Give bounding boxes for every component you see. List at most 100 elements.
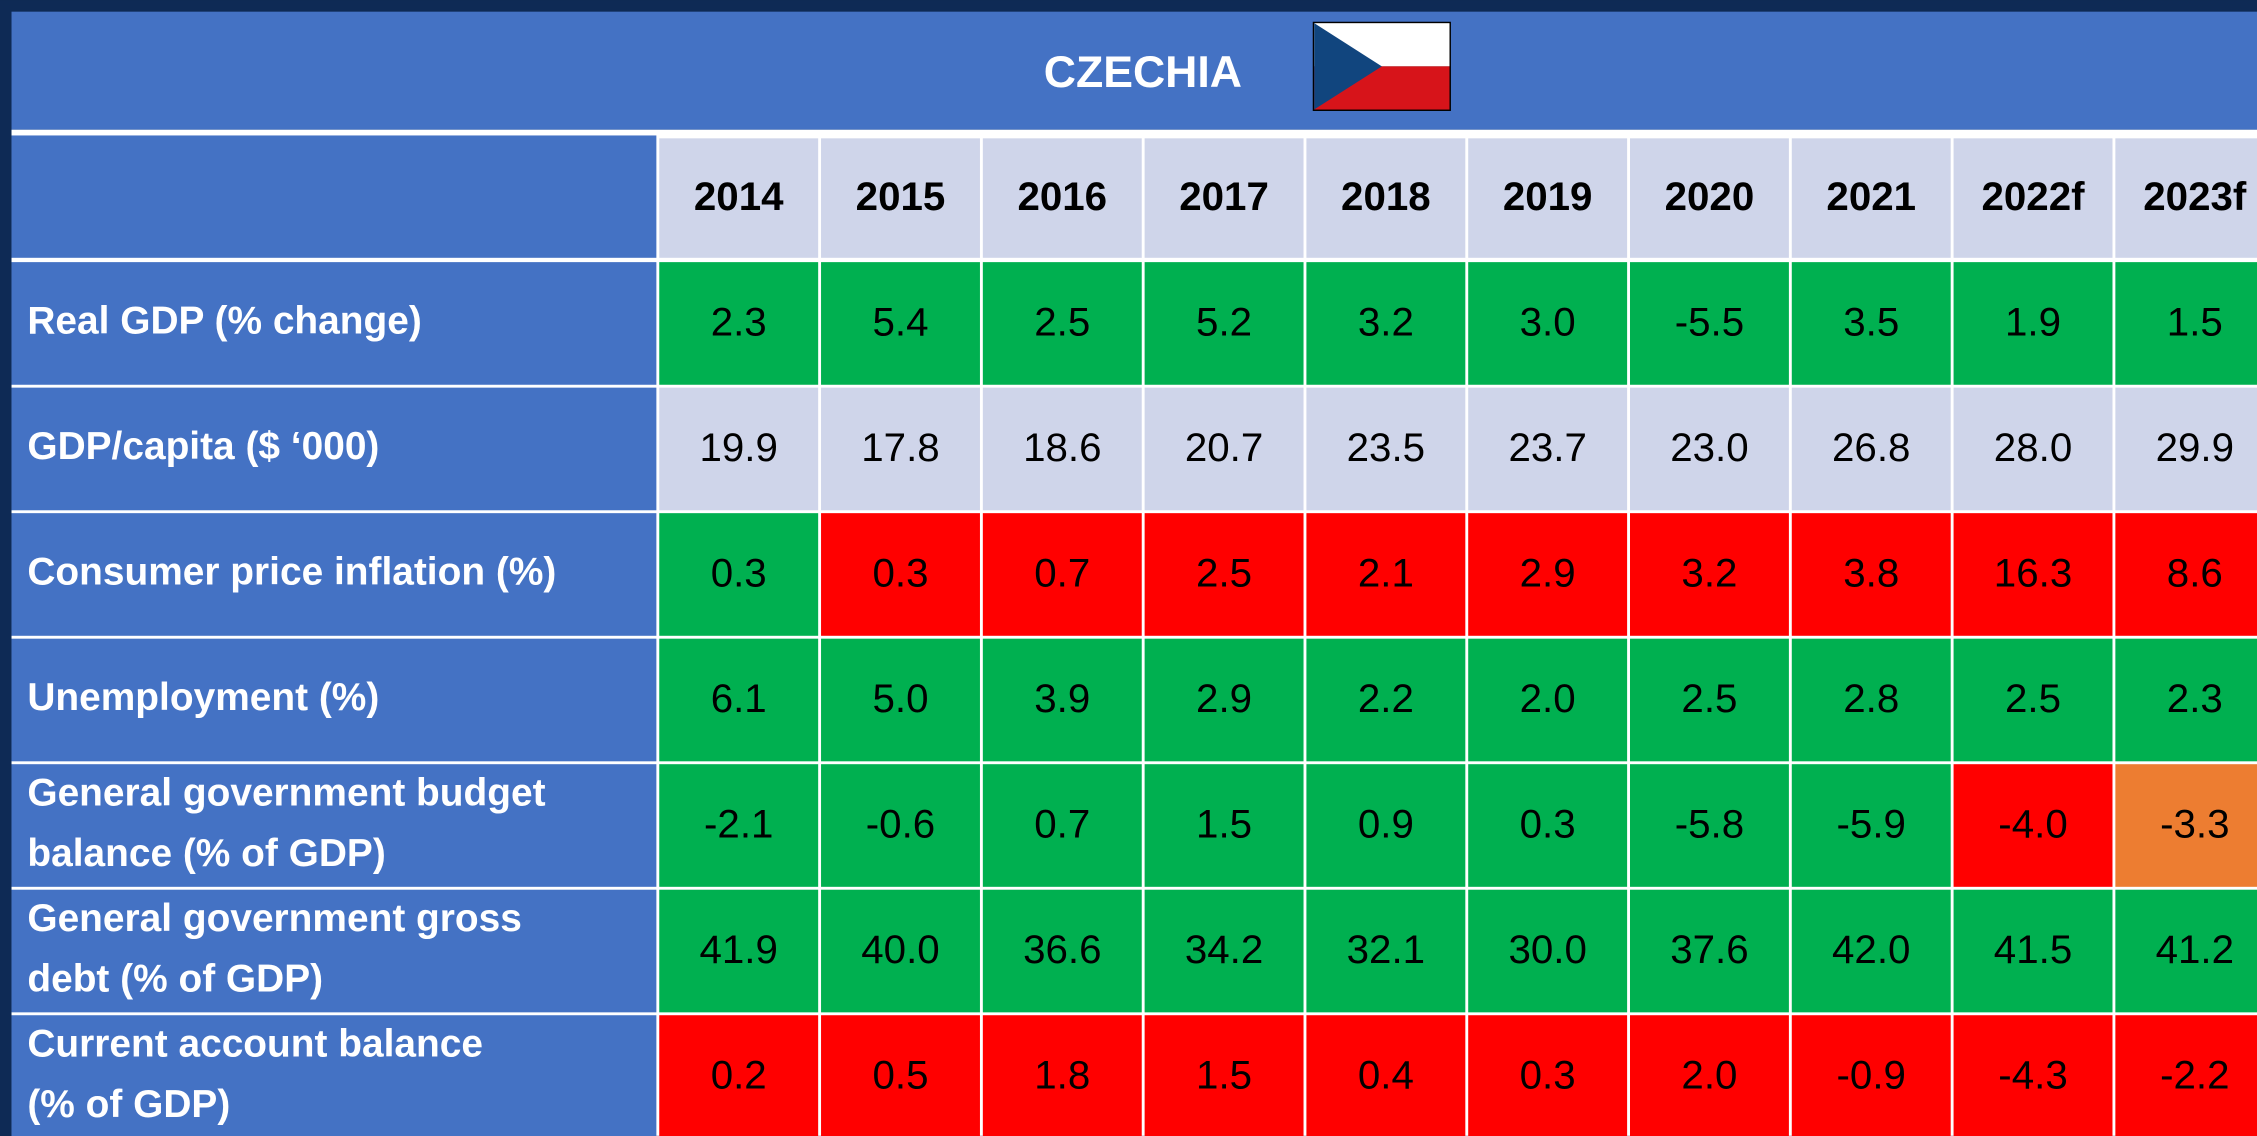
value: -5.8	[1675, 802, 1744, 847]
value-cell	[659, 387, 819, 511]
row-label: (% of GDP)	[27, 1083, 230, 1126]
value-cell	[982, 262, 1142, 385]
value-cell	[1629, 889, 1789, 1013]
value: 36.6	[1023, 927, 1101, 972]
row-label-cell	[11, 638, 657, 762]
year-header: 2019	[1503, 174, 1593, 219]
value-cell	[1953, 387, 2113, 511]
title-bar	[11, 11, 2257, 130]
value: 0.3	[711, 551, 767, 596]
value-cell	[659, 1015, 819, 1136]
value-cell	[1629, 387, 1789, 511]
value: 3.9	[1034, 676, 1090, 721]
value-cell	[2115, 513, 2257, 636]
value: 2.9	[1196, 676, 1252, 721]
value: 5.4	[872, 300, 928, 345]
header-cell	[1953, 138, 2113, 258]
value: -5.9	[1837, 802, 1906, 847]
value: 0.3	[872, 551, 928, 596]
value-cell	[1306, 889, 1466, 1013]
value-cell	[1144, 513, 1304, 636]
value-cell	[1306, 262, 1466, 385]
value: 3.5	[1843, 300, 1899, 345]
value-cell	[1953, 764, 2113, 887]
value: 1.5	[1196, 802, 1252, 847]
value-cell	[821, 764, 980, 887]
value-cell	[1306, 513, 1466, 636]
value: 1.5	[1196, 1053, 1252, 1098]
value-cell	[1953, 262, 2113, 385]
value-cell	[982, 1015, 1142, 1136]
value: 18.6	[1023, 425, 1101, 470]
year-header: 2017	[1179, 174, 1269, 219]
value-cell	[1791, 764, 1951, 887]
year-header: 2015	[856, 174, 946, 219]
value: 0.4	[1358, 1053, 1414, 1098]
value: 3.2	[1681, 551, 1737, 596]
value: 2.5	[2005, 676, 2061, 721]
value-cell	[1791, 1015, 1951, 1136]
value: 23.7	[1508, 425, 1586, 470]
value: -0.9	[1837, 1053, 1906, 1098]
row-label: Consumer price inflation (%)	[27, 551, 556, 594]
year-header: 2021	[1826, 174, 1916, 219]
row-label: GDP/capita ($ ‘000)	[27, 425, 379, 468]
header-cell	[1306, 138, 1466, 258]
value: 34.2	[1185, 927, 1263, 972]
value-cell	[2115, 387, 2257, 511]
value-cell	[2115, 262, 2257, 385]
value-cell	[821, 513, 980, 636]
value: -3.3	[2160, 802, 2229, 847]
value-cell	[1468, 764, 1628, 887]
year-header: 2023f	[2143, 174, 2247, 219]
value: -4.0	[1998, 802, 2067, 847]
row-label: debt (% of GDP)	[27, 958, 323, 1001]
value-cell	[982, 638, 1142, 762]
row-label: balance (% of GDP)	[27, 832, 385, 875]
value: 2.2	[1358, 676, 1414, 721]
value: 19.9	[699, 425, 777, 470]
row-label-cell	[11, 513, 657, 636]
value-cell	[2115, 889, 2257, 1013]
header-cell	[821, 138, 980, 258]
value-cell	[659, 889, 819, 1013]
row-label-cell	[11, 889, 657, 1013]
value: 1.8	[1034, 1053, 1090, 1098]
value: 3.0	[1520, 300, 1576, 345]
value: 2.8	[1843, 676, 1899, 721]
value: -4.3	[1998, 1053, 2067, 1098]
value-cell	[2115, 1015, 2257, 1136]
value: 23.5	[1347, 425, 1425, 470]
value-cell	[1306, 1015, 1466, 1136]
value-cell	[1144, 638, 1304, 762]
value: 8.6	[2167, 551, 2223, 596]
value-cell	[1953, 889, 2113, 1013]
header-cell	[1629, 138, 1789, 258]
value-cell	[1791, 638, 1951, 762]
value-cell	[1791, 889, 1951, 1013]
value: 2.9	[1520, 551, 1576, 596]
value-cell	[2115, 764, 2257, 887]
value: -0.6	[866, 802, 935, 847]
value: 0.7	[1034, 551, 1090, 596]
value-cell	[1306, 387, 1466, 511]
year-header: 2016	[1017, 174, 1107, 219]
value-cell	[1791, 262, 1951, 385]
value: 32.1	[1347, 927, 1425, 972]
value-cell	[1144, 1015, 1304, 1136]
row-label-cell	[11, 387, 657, 511]
value: 2.0	[1681, 1053, 1737, 1098]
value: 42.0	[1832, 927, 1910, 972]
value-cell	[1144, 387, 1304, 511]
value-cell	[1953, 638, 2113, 762]
value-cell	[982, 764, 1142, 887]
value-cell	[1629, 764, 1789, 887]
value: 28.0	[1994, 425, 2072, 470]
year-header: 2014	[694, 174, 784, 219]
value: 30.0	[1508, 927, 1586, 972]
value: 20.7	[1185, 425, 1263, 470]
value: 0.3	[1520, 1053, 1576, 1098]
value: 17.8	[861, 425, 939, 470]
